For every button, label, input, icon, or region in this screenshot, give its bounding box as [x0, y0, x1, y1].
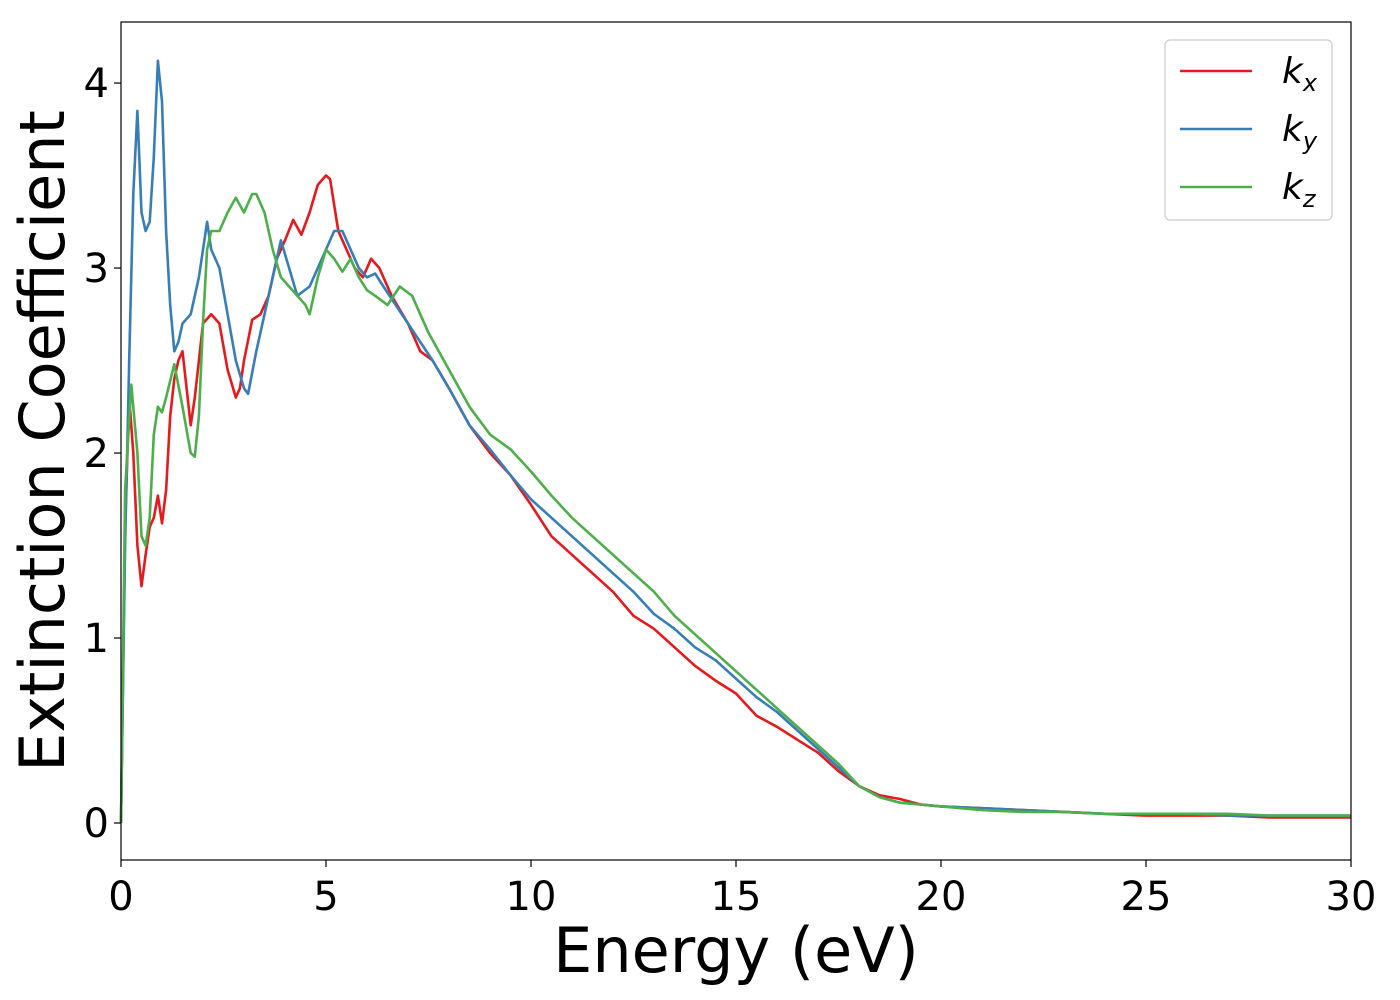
x-tick-label: 5 — [313, 874, 338, 920]
y-axis: 0 1 2 3 4 — [84, 61, 121, 847]
x-axis-title: Energy (eV) — [553, 914, 919, 987]
series-layer — [119, 59, 1351, 824]
x-axis: 0 5 10 15 20 25 30 — [108, 860, 1376, 920]
legend-label-kz: kz — [1282, 167, 1317, 213]
legend: kx ky kz — [1164, 39, 1333, 221]
x-tick-label: 30 — [1326, 874, 1377, 920]
legend-label-kx: kx — [1282, 51, 1318, 97]
plot-background — [121, 22, 1351, 860]
legend-label-ky: ky — [1282, 109, 1318, 155]
y-axis-title: Extinction Coefficient — [6, 110, 79, 772]
y-tick-label: 4 — [84, 61, 109, 107]
y-tick-label: 0 — [84, 801, 109, 847]
x-tick-label: 25 — [1121, 874, 1172, 920]
y-tick-label: 1 — [84, 616, 109, 662]
x-tick-label: 0 — [108, 874, 133, 920]
y-tick-label: 2 — [84, 431, 109, 477]
x-tick-label: 15 — [711, 874, 762, 920]
x-tick-label: 10 — [506, 874, 557, 920]
y-tick-label: 3 — [84, 246, 109, 292]
x-tick-label: 20 — [916, 874, 967, 920]
series-line-kz — [119, 192, 1351, 824]
